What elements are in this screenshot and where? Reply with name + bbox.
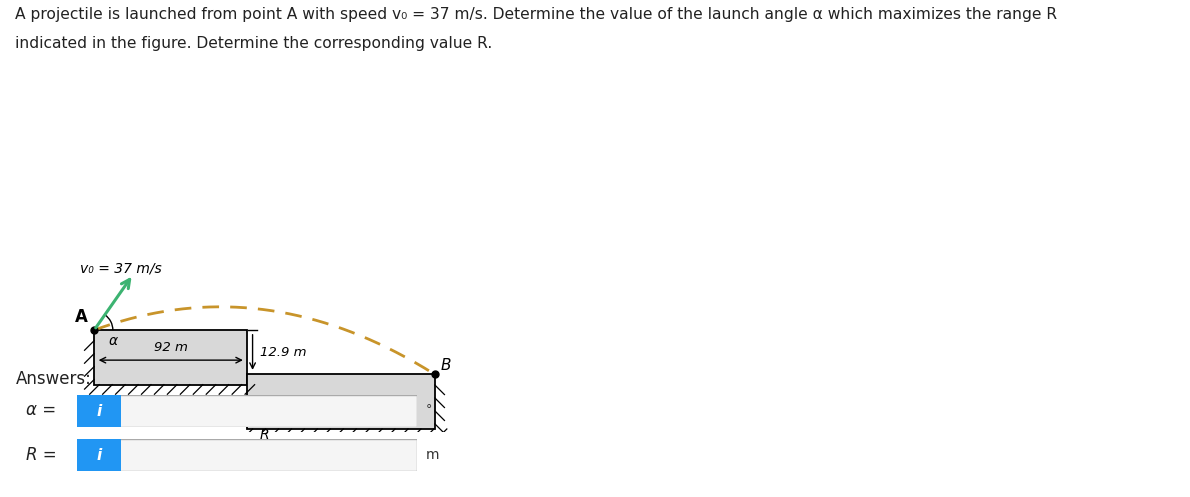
Text: °: °: [426, 404, 432, 416]
Text: A projectile is launched from point A with speed v₀ = 37 m/s. Determine the valu: A projectile is launched from point A wi…: [15, 7, 1058, 22]
Text: 92 m: 92 m: [154, 341, 188, 354]
Polygon shape: [248, 374, 434, 429]
FancyBboxPatch shape: [77, 439, 121, 471]
FancyBboxPatch shape: [77, 395, 416, 427]
FancyBboxPatch shape: [77, 439, 416, 471]
Text: i: i: [96, 404, 102, 419]
Text: A: A: [75, 308, 88, 326]
Text: i: i: [96, 447, 102, 463]
Text: m: m: [426, 448, 439, 462]
Text: B: B: [441, 358, 451, 373]
Text: α =: α =: [26, 401, 56, 419]
Text: v₀ = 37 m/s: v₀ = 37 m/s: [81, 262, 162, 276]
Text: indicated in the figure. Determine the corresponding value R.: indicated in the figure. Determine the c…: [15, 36, 493, 51]
FancyBboxPatch shape: [77, 395, 121, 427]
Polygon shape: [94, 330, 248, 385]
Text: R: R: [259, 428, 269, 442]
Text: α: α: [108, 334, 118, 348]
Text: Answers:: Answers:: [15, 370, 92, 388]
Text: 12.9 m: 12.9 m: [261, 346, 307, 359]
Text: R =: R =: [26, 446, 57, 464]
